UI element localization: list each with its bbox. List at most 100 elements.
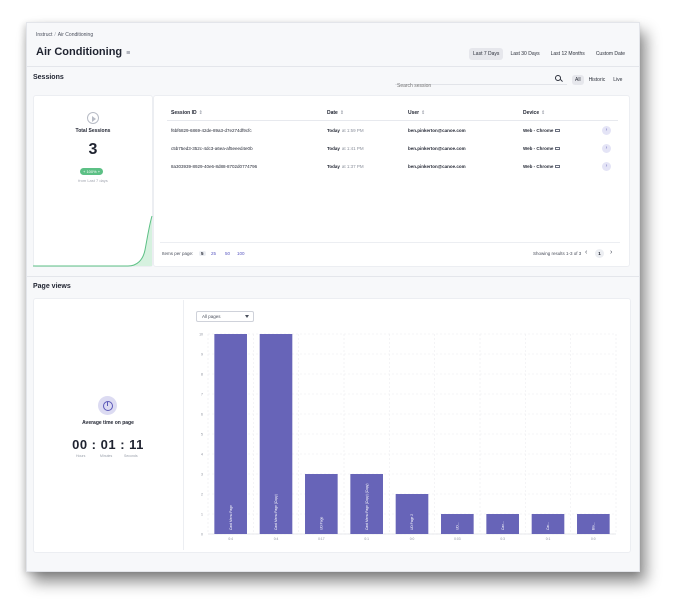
laptop-icon <box>555 129 561 133</box>
session-user: ben.pinkerton@canoe.com <box>408 164 466 169</box>
date-range-last-12-months[interactable]: Last 12 Months <box>550 51 585 57</box>
date-range-custom-date[interactable]: Custom Date <box>595 51 625 57</box>
next-page-button[interactable]: › <box>610 249 613 256</box>
y-tick-label: 3 <box>201 473 203 477</box>
open-session-button[interactable]: › <box>602 144 611 153</box>
sessions-sparkline <box>33 215 153 267</box>
y-tick-label: 6 <box>201 413 203 417</box>
page-size-25[interactable]: 25 <box>211 251 217 256</box>
column-header-label: Session ID <box>171 110 197 116</box>
bar <box>531 514 565 534</box>
results-summary: Showing results 1-3 of 3 <box>533 251 582 256</box>
total-sessions-value: 3 <box>88 141 98 158</box>
y-tick-label: 5 <box>201 433 203 437</box>
date-range-last-7-days[interactable]: Last 7 Days <box>469 48 504 60</box>
bar <box>395 494 429 534</box>
sort-icon: ⇕ <box>339 110 345 116</box>
sessions-title: Sessions <box>33 74 64 81</box>
sessions-table-card <box>153 95 630 267</box>
prev-page-button[interactable]: ‹ <box>585 249 588 256</box>
bar-category-label: UD Page <box>320 516 324 530</box>
x-tick-label: 0:4 <box>228 537 233 541</box>
page-filter-select[interactable]: All pages <box>196 311 254 322</box>
session-date-day: Today <box>327 164 340 169</box>
date-range-last-30-days[interactable]: Last 30 Days <box>510 51 540 57</box>
breadcrumb-root-link[interactable]: Instruct <box>36 32 53 38</box>
bar <box>577 514 610 534</box>
breadcrumb-current: Air Conditioning <box>57 32 94 38</box>
y-tick-label: 0 <box>201 533 203 537</box>
bar-category-label: Card Menu Page <box>229 505 233 530</box>
filter-tab-historic[interactable]: Historic <box>588 77 606 83</box>
avg-time-value: 00 : 01 : 11 <box>72 437 144 452</box>
bar-category-label: Can... <box>501 521 505 530</box>
header-divider <box>27 66 639 67</box>
menu-lines-icon[interactable]: ≡ <box>126 50 131 57</box>
x-tick-label: 0:17 <box>318 537 325 541</box>
breadcrumb: Instruct / Air Conditioning <box>36 32 93 38</box>
sparkline-area <box>33 216 152 266</box>
session-filter-tabs: All Historic Live <box>572 75 625 85</box>
page-filter-value: All pages <box>202 314 221 319</box>
filter-tab-all[interactable]: All <box>572 75 584 85</box>
table-header-divider <box>167 120 618 121</box>
x-tick-label: 0:1 <box>546 537 551 541</box>
current-page-button[interactable]: 1 <box>595 249 604 258</box>
search-input[interactable] <box>395 81 545 91</box>
laptop-icon <box>555 147 561 151</box>
session-date-time: at 1:37 PM <box>341 164 364 169</box>
page-size-5[interactable]: 5 <box>199 251 206 256</box>
trend-caption: from Last 7 days <box>78 178 108 183</box>
x-tick-label: 0:0 <box>410 537 415 541</box>
y-tick-label: 4 <box>201 453 203 457</box>
stopwatch-icon <box>98 396 117 415</box>
unit-hours: Hours <box>76 454 86 458</box>
session-user: ben.pinkerton@canoe.com <box>408 146 466 151</box>
bar <box>350 474 383 534</box>
open-session-button[interactable]: › <box>602 126 611 135</box>
column-header-date[interactable]: Date ⇕ <box>327 110 344 116</box>
unit-minutes: Minutes <box>100 454 113 458</box>
page-views-title: Page views <box>33 283 71 290</box>
x-tick-label: 0:0 <box>591 537 596 541</box>
sort-icon: ⇕ <box>198 110 203 116</box>
bar <box>441 514 474 534</box>
session-search <box>395 74 567 91</box>
bar <box>305 474 338 534</box>
session-date: Today at 1:37 PM <box>327 164 364 169</box>
y-tick-label: 10 <box>199 333 203 337</box>
bar-category-label: Card Menu Page (Copy) (Copy) <box>365 483 369 530</box>
column-header-label: Date <box>327 110 338 116</box>
page-views-divider <box>183 300 184 550</box>
breadcrumb-separator: / <box>54 32 56 38</box>
bar-category-label: Car... <box>546 522 550 530</box>
total-sessions-label: Total Sessions <box>75 128 111 134</box>
session-date-day: Today <box>327 128 340 133</box>
chevron-down-icon <box>245 315 249 318</box>
page-title: Air Conditioning ≡ <box>36 46 130 58</box>
session-date-time: at 1:41 PM <box>341 146 364 151</box>
sort-icon: ⇕ <box>541 110 546 116</box>
column-header-session-id[interactable]: Session ID ⇕ <box>171 110 203 116</box>
session-date: Today at 1:59 PM <box>327 128 364 133</box>
y-tick-label: 7 <box>201 393 203 397</box>
x-tick-label: 0:3 <box>500 537 505 541</box>
session-date-time: at 1:59 PM <box>341 128 364 133</box>
page-size-50[interactable]: 50 <box>225 251 231 256</box>
search-icon[interactable] <box>555 75 561 81</box>
laptop-icon <box>555 165 561 169</box>
open-session-button[interactable]: › <box>602 162 611 171</box>
bar <box>259 334 293 534</box>
session-id-link[interactable]: 8a303939-8929-40e6-8d88-8702d0774796 <box>171 164 258 169</box>
column-header-device[interactable]: Device ⇕ <box>523 110 545 116</box>
session-id-link[interactable]: c5b75ed3-352c-4dc3-a6ea-af5eeed4e0b <box>171 146 253 151</box>
y-tick-label: 8 <box>201 373 203 377</box>
filter-tab-live[interactable]: Live <box>613 77 623 83</box>
y-tick-label: 2 <box>201 493 203 497</box>
date-range-selector: Last 7 Days Last 30 Days Last 12 Months Cus… <box>469 48 629 60</box>
session-device: Web - Chrome <box>523 128 561 133</box>
session-id-link[interactable]: f6bf6829-6869-42de-89a3-d7e274df9cfc <box>171 128 252 133</box>
page-size-100[interactable]: 100 <box>237 251 245 256</box>
session-device: Web - Chrome <box>523 146 561 151</box>
column-header-user[interactable]: User ⇕ <box>408 110 425 116</box>
